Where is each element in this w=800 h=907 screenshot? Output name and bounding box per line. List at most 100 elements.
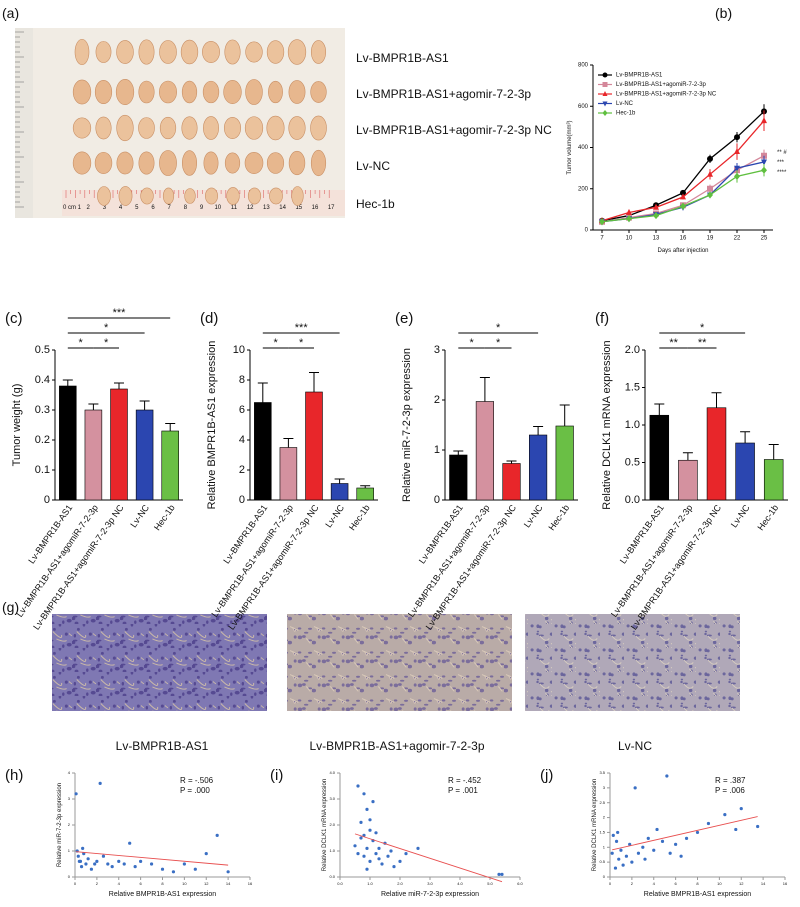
x-tick-label: 7 (600, 236, 604, 242)
x-tick-label: 4 (118, 881, 121, 886)
x-tick-label: 16 (248, 881, 253, 886)
y-tick-label: 1.0 (329, 848, 335, 853)
panel-label: (e) (395, 310, 413, 327)
point (149, 862, 154, 866)
error-bar (533, 426, 544, 435)
tumor (223, 117, 242, 139)
point (679, 854, 683, 858)
annotation: R = -.506 (180, 776, 214, 785)
error-bar (654, 403, 665, 416)
ruler-label: 5 (135, 205, 139, 211)
histology-label: Lv-BMPR1B-AS1+agomir-7-2-3p (309, 739, 484, 753)
y-tick-label: 400 (578, 145, 589, 151)
y-tick-label: 2.5 (599, 800, 605, 805)
error-bar (559, 404, 570, 426)
tumor (159, 150, 177, 176)
error-bar (283, 438, 294, 448)
y-tick-label: 0.0 (625, 494, 640, 506)
error-bar (88, 403, 99, 410)
bar (555, 425, 574, 501)
error-bar (682, 452, 693, 461)
marker (734, 148, 740, 155)
point (398, 859, 402, 864)
point (636, 851, 641, 855)
tumor (310, 40, 327, 64)
ruler-label: 16 (312, 205, 319, 211)
bar (279, 447, 298, 501)
x-tick-label: 25 (761, 236, 768, 242)
x-tick-label: Hec-1b (152, 503, 177, 533)
point (652, 848, 656, 852)
y-axis-label: Relative DCLK1 mRNA expression (601, 340, 613, 509)
y-tick-label: 1.5 (599, 829, 605, 834)
annotation: R = -.452 (448, 776, 482, 785)
point (392, 865, 396, 869)
point (77, 859, 81, 864)
ruler-label: 7 (168, 205, 172, 211)
y-tick-label: 2 (239, 464, 245, 476)
x-tick-label: Lv-BMPR1B-AS1 (221, 503, 269, 566)
annotation: R = .387 (715, 776, 746, 785)
tumor (97, 186, 111, 206)
bar (254, 402, 272, 501)
point (79, 865, 84, 869)
panel-label: (h) (5, 767, 23, 784)
x-tick-label: 10 (717, 881, 722, 886)
point (404, 852, 408, 856)
tumor (95, 41, 112, 63)
tumor (245, 79, 263, 105)
bar (135, 409, 154, 501)
annotation: *** (777, 160, 785, 166)
ruler-label: 11 (231, 205, 238, 211)
marker (626, 215, 632, 223)
point (226, 870, 230, 874)
x-tick-label: 0.0 (337, 881, 343, 886)
y-tick-label: 2 (434, 394, 440, 406)
histology-image (52, 614, 267, 711)
tumor (288, 116, 306, 140)
point (695, 830, 700, 835)
x-tick-label: Lv-NC (522, 502, 545, 529)
error-bar (740, 431, 751, 443)
y-tick-label: 800 (578, 63, 589, 69)
point (621, 863, 625, 867)
tumor (226, 187, 240, 205)
trend-line (354, 833, 503, 883)
significance-label: * (496, 337, 501, 349)
error-bar (768, 444, 779, 460)
x-tick-label: 1.0 (367, 881, 373, 886)
error-bar (257, 382, 268, 403)
annotation: P = .001 (448, 786, 478, 795)
point (362, 854, 366, 858)
point (101, 854, 106, 858)
trend-line (76, 851, 229, 866)
marker (602, 110, 608, 116)
x-tick-label: Lv-NC (128, 502, 151, 529)
tumor (266, 152, 285, 174)
y-tick-label: 2 (68, 822, 71, 827)
photo-row-label: Lv-BMPR1B-AS1+agomir-7-2-3p NC (356, 123, 552, 137)
error-bar (114, 382, 124, 389)
y-tick-label: 0.0 (329, 874, 335, 879)
bar (84, 409, 103, 501)
point (122, 862, 126, 866)
y-tick-label: 4.0 (329, 770, 335, 775)
point (362, 792, 366, 796)
tumor (162, 187, 175, 205)
y-axis-label: Relative miR-7-2-3p expression (401, 348, 413, 502)
bar (59, 385, 77, 501)
marker (707, 185, 713, 192)
point (377, 857, 381, 861)
y-tick-label: 8 (239, 374, 245, 386)
error-bar (139, 400, 150, 410)
bar (330, 483, 349, 501)
point (182, 862, 186, 866)
point (171, 870, 176, 874)
ruler-label: 2 (87, 205, 91, 211)
y-tick-label: 0.3 (35, 404, 50, 416)
point (624, 854, 629, 858)
significance-label: ** (669, 337, 678, 349)
x-axis-label: Relative BMPR1B-AS1 expression (109, 891, 216, 898)
tumor (245, 41, 263, 63)
